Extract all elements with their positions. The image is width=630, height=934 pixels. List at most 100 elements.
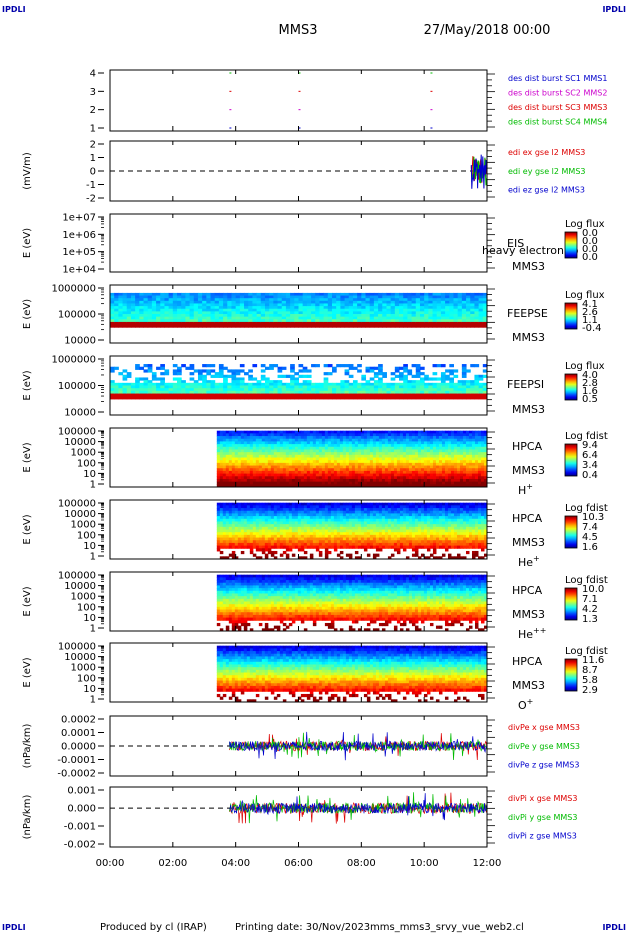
spectrogram-cell [290, 382, 295, 386]
spectrogram-cell [126, 316, 132, 320]
spectrogram-cell [369, 300, 375, 304]
spectrogram-cell [135, 366, 140, 370]
spectrogram-cell [390, 468, 395, 472]
spectrogram-cell [249, 457, 254, 461]
spectrogram-cell [399, 452, 404, 456]
spectrogram-cell [357, 385, 362, 389]
spectrogram-cell [321, 436, 326, 440]
spectrogram-cell [252, 441, 257, 445]
spectrogram-cell [285, 393, 291, 397]
spectrogram-cell [235, 321, 241, 326]
spectrogram-cell [139, 314, 145, 318]
spectrogram-cell [277, 298, 283, 302]
spectrogram-cell [333, 524, 338, 528]
spectrogram-cell [417, 454, 422, 458]
spectrogram-cell [339, 545, 344, 549]
spectrogram-cell [248, 303, 253, 307]
spectrogram-cell [435, 478, 440, 483]
spectrogram-cell [311, 306, 316, 310]
spectrogram-cell [444, 438, 449, 442]
spectrogram-cell [243, 513, 248, 517]
spectrogram-cell [366, 441, 371, 445]
spectrogram-cell [348, 382, 354, 386]
spectrogram-cell [282, 452, 287, 456]
spectrogram-cell [135, 380, 140, 384]
spectrogram-cell [276, 444, 281, 448]
spectrogram-cell [294, 518, 299, 522]
spectrogram-cell [291, 505, 296, 509]
spectrogram-cell [264, 396, 270, 400]
spectrogram-cell [219, 524, 224, 528]
spectrogram-cell [288, 452, 293, 456]
spectrogram-cell [381, 444, 386, 448]
spectrogram-cell [414, 433, 419, 437]
spectrogram-cell [303, 521, 308, 525]
spectrogram-cell [330, 518, 335, 522]
spectrogram-cell [327, 321, 333, 326]
spacecraft-label: MMS3 [512, 260, 545, 273]
spectrogram-cell [151, 382, 157, 386]
spectrogram-cell [384, 470, 389, 475]
spectrogram-cell [403, 314, 408, 318]
spectrogram-cell [394, 319, 400, 323]
spectrogram-cell [285, 446, 290, 450]
spectrogram-cell [273, 508, 278, 512]
spectrogram-cell [373, 388, 379, 392]
spectrogram-cell [228, 441, 233, 445]
spectrogram-cell [330, 502, 335, 506]
spectrogram-cell [386, 298, 392, 302]
spectrogram-cell [309, 478, 314, 483]
spectrogram-cell [312, 537, 317, 541]
spectrogram-cell [269, 380, 274, 384]
spectrogram-cell [414, 457, 419, 461]
spectrogram-cell [135, 388, 140, 392]
spectrogram-cell [235, 380, 241, 384]
spectrogram-cell [282, 518, 287, 522]
spectrogram-cell [240, 449, 245, 453]
spectrogram-cell [246, 534, 251, 539]
spectrogram-cell [139, 295, 145, 299]
spectrogram-cell [441, 446, 446, 450]
spectrogram-cell [396, 452, 401, 456]
spectrogram-cell [291, 436, 296, 440]
spectrogram-cell [276, 470, 281, 475]
spectrogram-cell [288, 430, 293, 434]
spectrogram-cell [478, 298, 484, 302]
spectrogram-cell [339, 534, 344, 539]
spectrogram-cell [428, 300, 434, 304]
spectrogram-cell [297, 484, 302, 488]
spectrogram-cell [306, 295, 312, 299]
spectrogram-cell [223, 303, 228, 307]
spectrogram-cell [297, 534, 302, 539]
spectrogram-cell [352, 292, 358, 297]
spectrogram-cell [294, 508, 299, 512]
spectrogram-cell [297, 433, 302, 437]
spectrogram-cell [202, 314, 207, 318]
spectrogram-cell [348, 505, 353, 509]
spectrogram-cell [231, 314, 237, 318]
colorbar-tick: -0.4 [582, 323, 602, 334]
spectrogram-cell [177, 308, 182, 312]
spectrogram-cell [222, 438, 227, 442]
spectrogram-cell [267, 521, 272, 525]
spectrogram-cell [246, 478, 251, 483]
spectrogram-cell [352, 321, 358, 326]
spectrogram-cell [315, 385, 320, 389]
spectrogram-cell [264, 298, 270, 302]
spectrogram-cell [426, 484, 431, 488]
spectrogram-cell [394, 369, 400, 373]
spectrogram-cell [231, 436, 236, 440]
spectrogram-cell [319, 292, 325, 297]
spectrogram-cell [363, 452, 368, 456]
spectrogram-cell [478, 308, 484, 312]
spectrogram-cell [333, 545, 338, 549]
spectrogram-cell [361, 396, 367, 400]
spectrogram-cell [216, 516, 221, 520]
spectrogram-cell [297, 438, 302, 442]
spectrogram-cell [378, 393, 383, 397]
spectrogram-cell [405, 478, 410, 483]
spectrogram-cell [288, 521, 293, 525]
spectrogram-cell [225, 510, 230, 514]
spectrogram-cell [444, 481, 449, 485]
spectrogram-cell [135, 303, 140, 307]
